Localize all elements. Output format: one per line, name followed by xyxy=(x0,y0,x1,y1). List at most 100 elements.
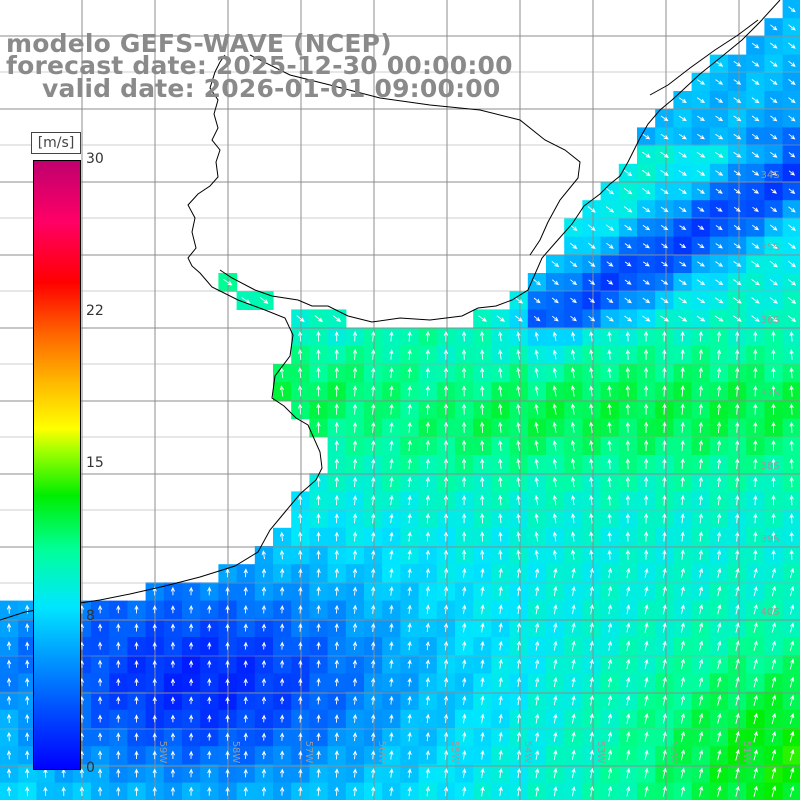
wind-arrow xyxy=(662,767,667,779)
wind-arrow xyxy=(589,749,594,760)
wind-arrow xyxy=(498,749,503,760)
lon-label: 54W xyxy=(522,741,533,764)
wind-arrow xyxy=(662,749,667,761)
wind-arrow xyxy=(771,512,776,524)
wind-arrow xyxy=(516,622,522,633)
wind-arrow xyxy=(188,660,194,668)
wind-arrow xyxy=(607,403,612,415)
wind-arrow xyxy=(6,786,12,797)
wind-arrow xyxy=(25,786,30,797)
wind-arrow xyxy=(316,768,321,778)
wind-arrow xyxy=(170,605,176,614)
wind-arrow xyxy=(753,348,758,360)
wind-arrow xyxy=(698,385,704,397)
wind-arrow xyxy=(152,714,157,723)
wind-arrow xyxy=(714,151,724,158)
wind-arrow xyxy=(623,206,633,213)
wind-arrow xyxy=(789,458,794,470)
wind-arrow xyxy=(769,297,778,304)
wind-arrow xyxy=(243,678,248,686)
wind-arrow xyxy=(371,458,376,469)
wind-arrow xyxy=(225,623,230,632)
wind-arrow xyxy=(407,659,412,669)
wind-arrow xyxy=(535,767,540,779)
wind-arrow xyxy=(516,695,521,706)
wind-arrow xyxy=(697,261,705,267)
wind-arrow xyxy=(334,385,339,397)
wind-arrow xyxy=(425,641,430,651)
wind-arrow xyxy=(625,385,630,397)
wind-arrow xyxy=(6,659,12,669)
wind-arrow xyxy=(624,243,632,249)
wind-arrow xyxy=(280,768,285,778)
wind-arrow xyxy=(352,568,358,578)
wind-arrow xyxy=(534,640,540,651)
wind-arrow xyxy=(752,206,759,213)
wind-arrow xyxy=(6,713,12,724)
wind-arrow xyxy=(534,749,540,760)
wind-arrow xyxy=(589,676,594,688)
wind-arrow xyxy=(624,297,632,304)
wind-arrow xyxy=(480,385,485,397)
wind-arrow xyxy=(660,206,669,213)
wind-arrow xyxy=(644,694,649,706)
wind-arrow xyxy=(97,750,103,760)
wind-arrow xyxy=(697,225,705,230)
wind-arrow xyxy=(643,348,649,360)
wind-arrow xyxy=(352,549,358,560)
wind-arrow xyxy=(334,331,339,342)
wind-arrow xyxy=(735,458,740,470)
wind-arrow xyxy=(152,678,157,686)
wind-arrow xyxy=(571,331,576,341)
wind-arrow xyxy=(188,714,194,723)
wind-arrow xyxy=(516,731,522,742)
wind-arrow xyxy=(787,260,797,268)
wind-arrow xyxy=(316,549,321,560)
wind-arrow xyxy=(552,531,558,542)
wind-arrow xyxy=(407,567,412,578)
coastline-uruguay xyxy=(219,0,781,323)
wind-arrow xyxy=(606,315,614,322)
wind-arrow xyxy=(389,458,394,469)
wind-arrow xyxy=(334,586,339,596)
wind-arrow xyxy=(716,531,722,542)
wind-arrow xyxy=(607,640,613,651)
wind-arrow xyxy=(662,713,667,724)
wind-arrow xyxy=(334,786,339,796)
wind-arrow xyxy=(515,315,523,322)
wind-arrow xyxy=(571,586,576,596)
wind-arrow xyxy=(389,768,394,778)
wind-arrow xyxy=(371,641,376,650)
wind-arrow xyxy=(698,658,704,670)
wind-arrow xyxy=(334,513,339,524)
wind-arrow xyxy=(389,403,394,415)
wind-arrow xyxy=(570,297,577,304)
wind-arrow xyxy=(188,623,194,632)
wind-arrow xyxy=(389,695,394,705)
wind-arrow xyxy=(789,494,794,506)
wind-arrow xyxy=(698,531,704,542)
wind-arrow xyxy=(97,768,103,778)
wind-arrow xyxy=(735,658,740,670)
wind-arrow xyxy=(443,677,449,687)
wind-arrow xyxy=(371,750,376,760)
wind-arrow xyxy=(570,476,576,488)
lon-label: 59W xyxy=(157,741,168,764)
wind-arrow xyxy=(371,586,376,596)
wind-arrow xyxy=(717,585,722,597)
wind-arrow xyxy=(134,714,139,723)
wind-arrow xyxy=(334,659,339,669)
wind-arrow xyxy=(352,677,358,687)
wind-arrow xyxy=(789,640,795,651)
wind-arrow xyxy=(697,243,705,249)
wind-arrow xyxy=(334,567,339,578)
wind-arrow xyxy=(498,767,503,779)
wind-arrow xyxy=(534,549,539,560)
wind-arrow xyxy=(769,279,778,286)
wind-arrow xyxy=(207,604,212,614)
wind-arrow xyxy=(735,712,740,725)
wind-arrow xyxy=(698,458,704,470)
wind-arrow xyxy=(352,695,358,705)
wind-arrow xyxy=(116,732,121,741)
wind-arrow xyxy=(552,385,557,397)
